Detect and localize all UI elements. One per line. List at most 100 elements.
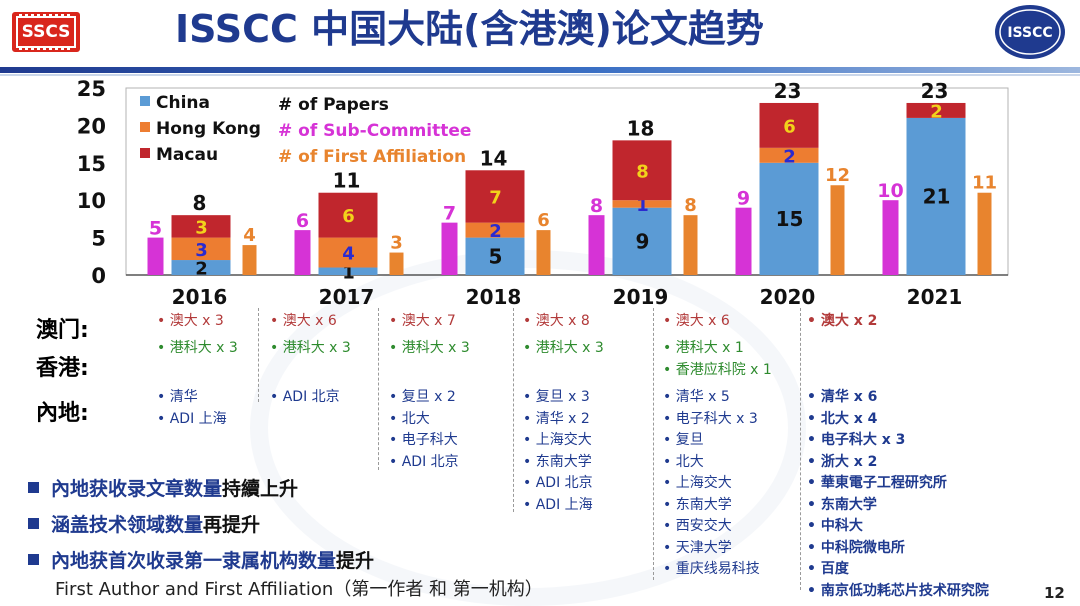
first-affiliation-label: 12 [825,165,850,186]
china-value-label: 15 [776,207,804,231]
china-bar [612,207,672,275]
first-affiliation-bar [536,230,551,275]
legend-label: Hong Kong [156,119,261,139]
legend-key-text: # of Papers [278,95,389,115]
affiliation-item: 清华 x 5 [663,387,760,409]
hongkong-bar [759,147,819,163]
hongkong-bar [612,200,672,208]
subcommittee-bar [735,207,752,275]
bullet-square-icon [28,518,39,529]
first-affiliation-label: 3 [390,233,403,254]
affiliation-item: 百度 [807,559,989,581]
affiliation-item: 重庆线易科技 [663,559,760,581]
header-divider [0,67,1080,73]
sscs-logo-text: SSCS [21,22,71,42]
hongkong-bar [171,237,231,261]
hongkong-affiliation-list: 港科大 x 1香港应科院 x 1 [663,338,772,381]
hongkong-value-label: 4 [342,244,355,265]
macau-affiliation-list: 澳大 x 3 [157,311,224,333]
affiliation-item: 浙大 x 2 [807,452,989,474]
legend-label: China [156,93,210,113]
bullet-square-icon [28,554,39,565]
column-separator [653,308,654,580]
footnote: First Author and First Affiliation（第一作者 … [55,579,543,600]
affiliation-item: 西安交大 [663,516,760,538]
affiliation-item: 北大 [389,409,459,431]
bullet-highlight: 內地获收录文章数量 [51,478,223,500]
total-label: 8 [193,191,207,215]
hongkong-affiliation-list: 港科大 x 3 [270,338,351,360]
affiliation-item: ADI 上海 [157,409,227,431]
subcommittee-label: 10 [877,180,903,202]
subcommittee-label: 9 [737,188,750,210]
affiliation-item: 上海交大 [523,430,593,452]
y-tick-label: 15 [77,152,106,176]
affiliation-item: 上海交大 [663,473,760,495]
column-separator [800,308,801,590]
affiliation-item: 东南大学 [807,495,989,517]
macau-value-label: 3 [195,217,208,238]
affiliation-item: 清华 x 2 [523,409,593,431]
bullet-item: 涵盖技术领域数量再提升 [28,507,374,543]
slide-header: SSCS ISSCC 中国大陆(含港澳)论文趋势 ISSCC [0,0,1080,70]
first-affiliation-bar [977,192,992,275]
mainland-affiliation-list: 复旦 x 2北大电子科大ADI 北京 [389,387,459,473]
macau-value-label: 8 [636,161,649,182]
affiliation-item: ADI 北京 [270,387,340,409]
legend-key-text: # of First Affiliation [278,147,466,167]
summary-bullets: 內地获收录文章数量持續上升 涵盖技术领域数量再提升 內地获首次收录第一隶属机构数… [28,471,374,579]
macau-bar [759,102,819,148]
china-value-label: 5 [489,244,503,268]
column-separator [378,308,379,470]
mainland-affiliation-list: ADI 北京 [270,387,340,409]
y-tick-label: 25 [77,77,106,101]
affiliation-item: 華東電子工程研究所 [807,473,989,495]
macau-value-label: 6 [783,116,796,137]
x-tick-label: 2018 [466,285,522,308]
affiliation-item: 港科大 x 3 [157,338,238,360]
mainland-affiliation-list: 清华ADI 上海 [157,387,227,430]
affiliation-item: 复旦 x 2 [389,387,459,409]
affiliation-item: 电子科大 [389,430,459,452]
affiliation-item: 港科大 x 3 [389,338,470,360]
y-tick-label: 0 [91,264,106,288]
hongkong-affiliation-list: 港科大 x 3 [523,338,604,360]
bullet-item: 內地获首次收录第一隶属机构数量提升 [28,543,374,579]
column-separator [513,308,514,512]
x-tick-label: 2019 [613,285,669,308]
subcommittee-bar [294,230,311,275]
row-label-macau: 澳门: [36,318,89,343]
bullet-text: 提升 [336,550,375,572]
bullet-highlight: 內地获首次收录第一隶属机构数量 [51,550,337,572]
hongkong-bar [465,222,525,238]
affiliation-item: 澳大 x 2 [807,311,878,333]
affiliation-item: 澳大 x 7 [389,311,456,333]
macau-affiliation-list: 澳大 x 8 [523,311,590,333]
isscc-logo: ISSCC [995,5,1065,59]
first-affiliation-label: 6 [537,210,550,231]
affiliation-item: 港科大 x 3 [523,338,604,360]
affiliation-item: 中科院微电所 [807,538,989,560]
macau-affiliation-list: 澳大 x 6 [663,311,730,333]
affiliation-item: 复旦 x 3 [523,387,593,409]
y-tick-label: 20 [77,114,106,138]
hongkong-bar [318,237,378,268]
mainland-affiliation-list: 复旦 x 3清华 x 2上海交大东南大学ADI 北京ADI 上海 [523,387,593,516]
affiliation-item: 电子科大 x 3 [807,430,989,452]
total-label: 11 [333,169,361,193]
subcommittee-label: 7 [443,203,456,225]
bullet-text: 持續上升 [222,478,299,500]
first-affiliation-bar [389,252,404,275]
bullet-item: 內地获收录文章数量持續上升 [28,471,374,507]
hongkong-value-label: 3 [195,240,208,261]
legend-label: Macau [156,145,218,165]
sscs-logo: SSCS [12,12,80,52]
affiliation-item: ADI 上海 [523,495,593,517]
row-label-mainland: 內地: [36,401,89,426]
china-value-label: 2 [195,259,208,280]
macau-affiliation-list: 澳大 x 7 [389,311,456,333]
macau-bar [906,102,966,118]
legend-swatch [140,148,150,158]
legend-swatch [140,96,150,106]
column-separator [258,308,259,402]
